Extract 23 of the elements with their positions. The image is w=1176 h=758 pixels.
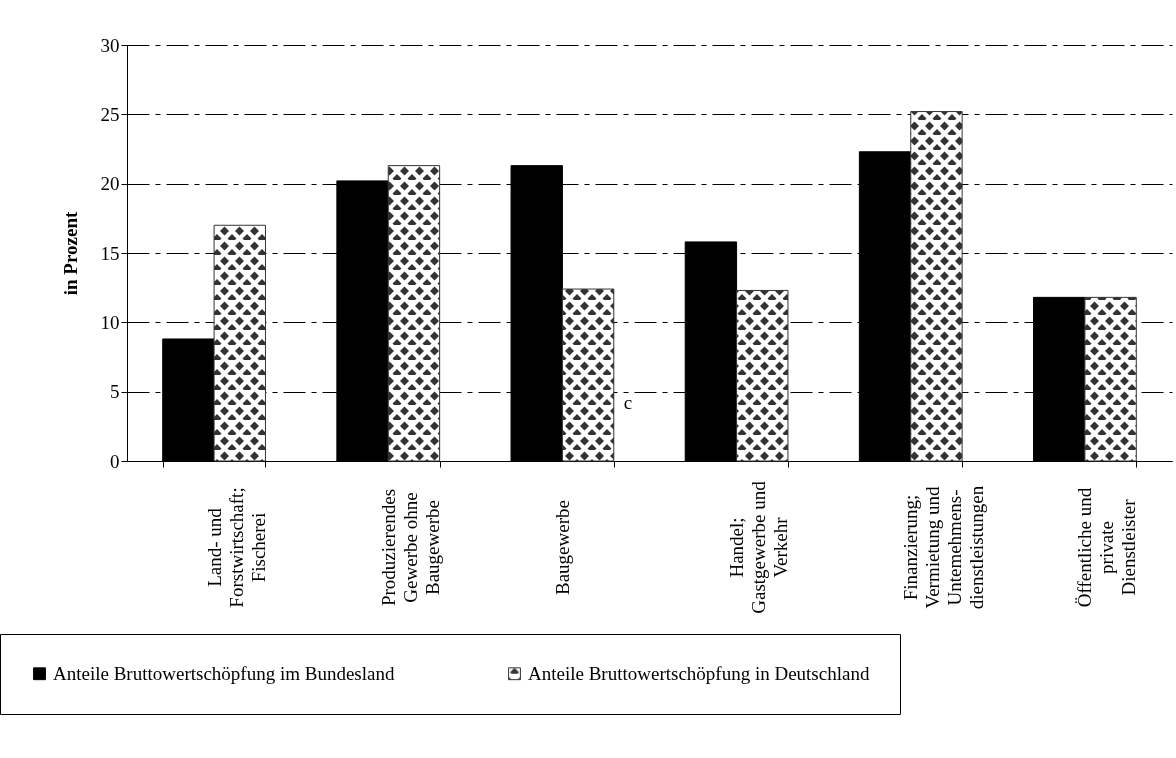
bar [387,165,441,462]
y-tick-label: 0 [110,450,120,472]
x-tick-label: Produzierendes Gewerbe ohne Baugewerbe [377,488,443,607]
x-tick-label: Finanzierung; Vermietung und Untemehmens-dienstleistungen [900,485,988,610]
y-tick-label: 20 [100,173,120,195]
x-tick-label: Handel; Gastgewerbe und Verkehr [726,480,792,614]
y-axis-title: in Prozent [59,211,81,296]
bar [1084,296,1137,462]
bar [213,224,266,462]
x-tick-label: Baugewerbe [551,500,573,595]
y-tick-label: 5 [110,381,120,403]
bar [561,288,615,462]
bar [736,289,789,462]
y-tick-label: 25 [100,103,120,125]
legend-label: Anteile Bruttowertschöpfung im Bundesland [53,662,395,684]
y-tick-label: 10 [100,311,120,333]
legend-label: Anteile Bruttowertschöpfung in Deutschland [528,662,870,684]
x-tick-label: Öffentliche und private Dienstleister [1074,487,1140,608]
y-tick-label: 15 [100,242,120,264]
x-tick-label: Land- und Forstwirtschaft; Fischerei [203,487,269,608]
bar [910,111,963,462]
annotation: c [623,392,633,413]
y-tick-label: 30 [100,34,120,56]
